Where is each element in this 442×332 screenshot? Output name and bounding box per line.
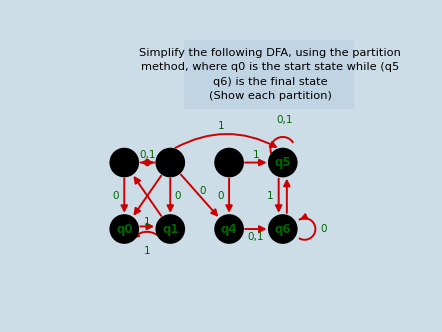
- Text: 0,1: 0,1: [248, 232, 264, 242]
- Text: q7: q7: [116, 156, 133, 169]
- Text: q6: q6: [274, 222, 291, 235]
- Text: 0: 0: [175, 191, 181, 201]
- Circle shape: [216, 216, 242, 242]
- Text: q0: q0: [116, 222, 133, 235]
- Text: 1: 1: [218, 121, 225, 131]
- Text: 0,1: 0,1: [139, 150, 156, 160]
- Circle shape: [216, 149, 242, 176]
- Text: 0: 0: [199, 186, 206, 196]
- Text: Simplify the following DFA, using the partition
method, where q0 is the start st: Simplify the following DFA, using the pa…: [139, 48, 401, 101]
- Text: 0: 0: [217, 191, 224, 201]
- Text: 1: 1: [144, 217, 151, 227]
- Text: q1: q1: [162, 222, 179, 235]
- Text: 0: 0: [112, 191, 118, 201]
- Text: 0,1: 0,1: [277, 115, 293, 125]
- Text: 1: 1: [267, 191, 274, 201]
- Circle shape: [157, 149, 183, 176]
- Text: q2: q2: [162, 156, 179, 169]
- Text: 1: 1: [253, 150, 259, 160]
- Text: q5: q5: [274, 156, 291, 169]
- Text: q4: q4: [221, 222, 237, 235]
- Text: 0: 0: [320, 224, 326, 234]
- Circle shape: [270, 149, 296, 176]
- Bar: [184, 40, 354, 109]
- Circle shape: [111, 216, 137, 242]
- Text: 1: 1: [144, 246, 151, 256]
- Circle shape: [157, 216, 183, 242]
- Circle shape: [111, 149, 137, 176]
- Circle shape: [270, 216, 296, 242]
- Text: q3: q3: [221, 156, 237, 169]
